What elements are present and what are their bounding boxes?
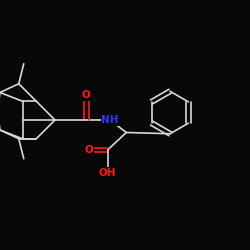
Text: O: O xyxy=(82,90,90,100)
Text: O: O xyxy=(84,145,93,155)
Text: OH: OH xyxy=(99,168,116,177)
Text: NH: NH xyxy=(101,115,119,125)
